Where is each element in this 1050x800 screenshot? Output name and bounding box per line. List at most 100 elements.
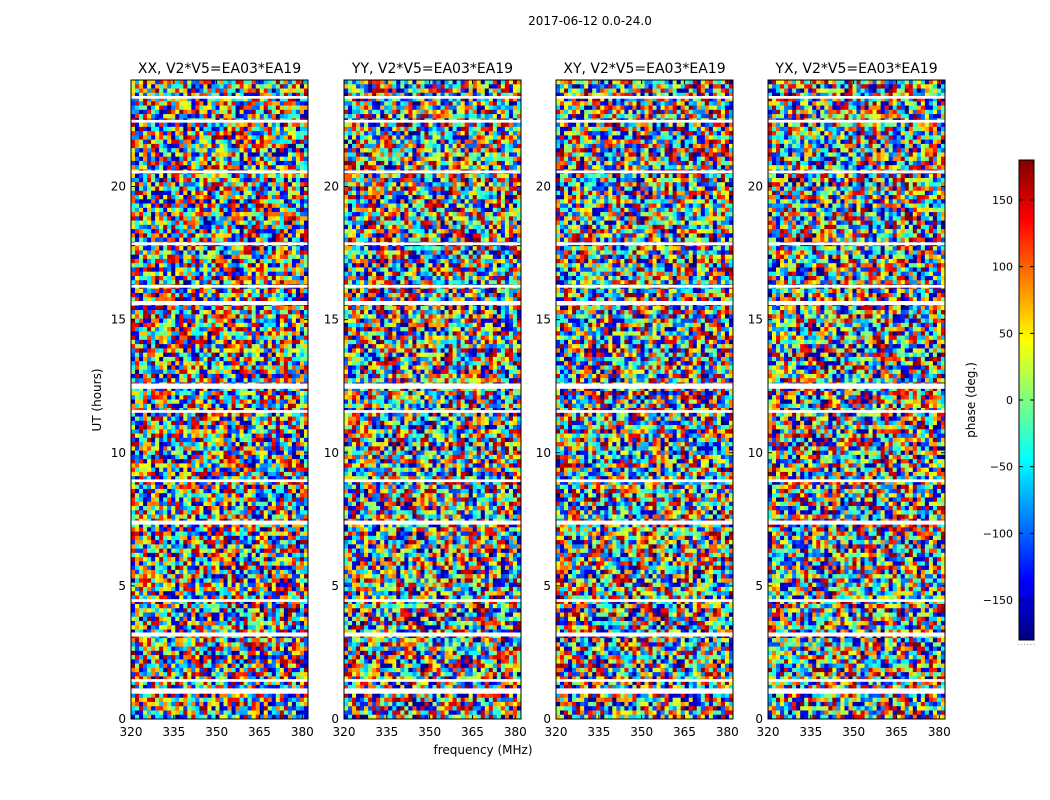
heatmap-cell [151, 506, 155, 511]
heatmap-cell [135, 255, 139, 260]
heatmap-cell [236, 84, 240, 89]
heatmap-cell [220, 493, 224, 498]
heatmap-cell [215, 549, 219, 554]
heatmap-cell [252, 267, 256, 272]
heatmap-cell [135, 489, 139, 494]
heatmap-cell [272, 182, 276, 187]
heatmap-cell [183, 195, 187, 200]
heatmap-cell [248, 472, 252, 477]
heatmap-cell [171, 255, 175, 260]
heatmap-cell [248, 391, 252, 396]
heatmap-cell [248, 182, 252, 187]
heatmap-cell [163, 502, 167, 507]
heatmap-cell [163, 187, 167, 192]
heatmap-cell [179, 276, 183, 281]
heatmap-cell [143, 557, 147, 562]
heatmap-cell [147, 293, 151, 298]
heatmap-cell [268, 174, 272, 179]
heatmap-cell [131, 199, 135, 204]
heatmap-cell [171, 425, 175, 430]
heatmap-cell [131, 293, 135, 298]
heatmap-cell [147, 182, 151, 187]
heatmap-cell [191, 527, 195, 532]
heatmap-cell [288, 446, 292, 451]
heatmap-cell [240, 178, 244, 183]
heatmap-cell [155, 195, 159, 200]
heatmap-cell [155, 319, 159, 324]
heatmap-cell [228, 280, 232, 285]
heatmap-cell [276, 310, 280, 315]
heatmap-cell [264, 144, 268, 149]
heatmap-cell [220, 370, 224, 375]
heatmap-cell [183, 250, 187, 255]
heatmap-cell [260, 429, 264, 434]
heatmap-cell [215, 238, 219, 243]
heatmap-cell [203, 289, 207, 294]
heatmap-cell [300, 123, 304, 128]
heatmap-cell [155, 255, 159, 260]
heatmap-cell [163, 561, 167, 566]
heatmap-cell [139, 161, 143, 166]
heatmap-cell [171, 429, 175, 434]
heatmap-cell [191, 340, 195, 345]
heatmap-cell [220, 459, 224, 464]
heatmap-cell [252, 493, 256, 498]
heatmap-cell [276, 314, 280, 319]
heatmap-cell [292, 89, 296, 94]
heatmap-cell [159, 110, 163, 115]
heatmap-cell [236, 272, 240, 277]
heatmap-cell [151, 348, 155, 353]
heatmap-cell [135, 221, 139, 226]
heatmap-cell [240, 123, 244, 128]
heatmap-cell [276, 152, 280, 157]
heatmap-cell [300, 327, 304, 332]
heatmap-cell [260, 174, 264, 179]
heatmap-cell [187, 532, 191, 537]
heatmap-cell [284, 425, 288, 430]
heatmap-cell [179, 472, 183, 477]
heatmap-cell [151, 191, 155, 196]
heatmap-cell [300, 289, 304, 294]
heatmap-cell [260, 549, 264, 554]
heatmap-cell [159, 549, 163, 554]
heatmap-cell [252, 238, 256, 243]
heatmap-cell [183, 536, 187, 541]
heatmap-cell [272, 255, 276, 260]
heatmap-cell [288, 549, 292, 554]
heatmap-cell [151, 187, 155, 192]
heatmap-cell [195, 400, 199, 405]
heatmap-cell [155, 233, 159, 238]
heatmap-cell [203, 370, 207, 375]
heatmap-cell [300, 544, 304, 549]
heatmap-cell [151, 127, 155, 132]
heatmap-cell [207, 323, 211, 328]
heatmap-cell [284, 472, 288, 477]
heatmap-cell [280, 434, 284, 439]
heatmap-cell [284, 144, 288, 149]
heatmap-cell [272, 336, 276, 341]
heatmap-cell [252, 485, 256, 490]
heatmap-cell [183, 221, 187, 226]
heatmap-cell [147, 429, 151, 434]
heatmap-cell [215, 293, 219, 298]
heatmap-cell [232, 114, 236, 119]
heatmap-cell [183, 306, 187, 311]
heatmap-cell [131, 497, 135, 502]
heatmap-cell [280, 527, 284, 532]
heatmap-cell [272, 395, 276, 400]
heatmap-cell [147, 344, 151, 349]
heatmap-cell [296, 497, 300, 502]
heatmap-cell [288, 246, 292, 251]
heatmap-cell [268, 267, 272, 272]
heatmap-cell [147, 84, 151, 89]
heatmap-cell [207, 425, 211, 430]
heatmap-cell [268, 212, 272, 217]
heatmap-cell [220, 233, 224, 238]
heatmap-cell [139, 199, 143, 204]
heatmap-cell [256, 434, 260, 439]
heatmap-cell [296, 187, 300, 192]
heatmap-cell [252, 212, 256, 217]
heatmap-cell [300, 195, 304, 200]
heatmap-cell [195, 391, 199, 396]
heatmap-cell [236, 527, 240, 532]
